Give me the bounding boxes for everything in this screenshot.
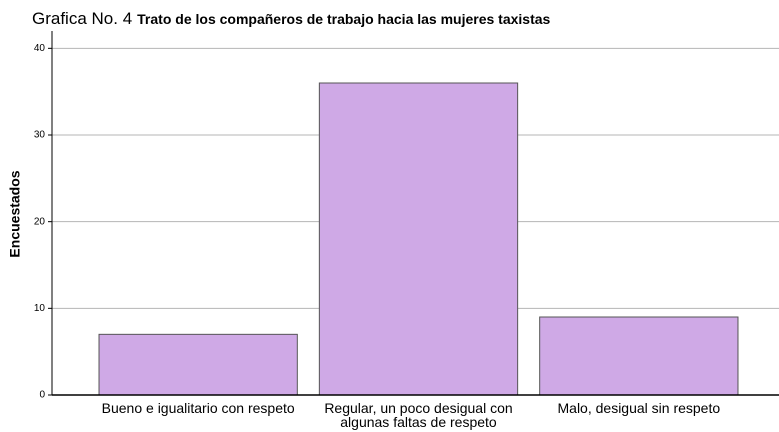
x-tick-label: Malo, desigual sin respeto [557,400,721,416]
title-label: Grafica No. 4 [32,9,132,28]
x-tick-label: Regular, un poco desigual con algunas fa… [324,400,513,430]
x-tick-label: Bueno e igualitario con respeto [101,400,295,416]
bar [539,316,739,396]
y-tick-label: 0 [39,390,45,401]
y-tick-label: 10 [34,303,46,314]
chart-title: Trato de los compañeros de trabajo hacia… [137,11,550,27]
y-tick-label: 20 [34,216,46,227]
chart-title-label: Grafica No. 4 Trato de los compañeros de … [32,9,551,28]
y-tick-label: 30 [34,130,46,141]
y-tick-label: 40 [34,43,46,54]
bar [318,82,519,396]
bar [98,333,298,396]
y-axis-label: Encuestados [7,170,23,257]
